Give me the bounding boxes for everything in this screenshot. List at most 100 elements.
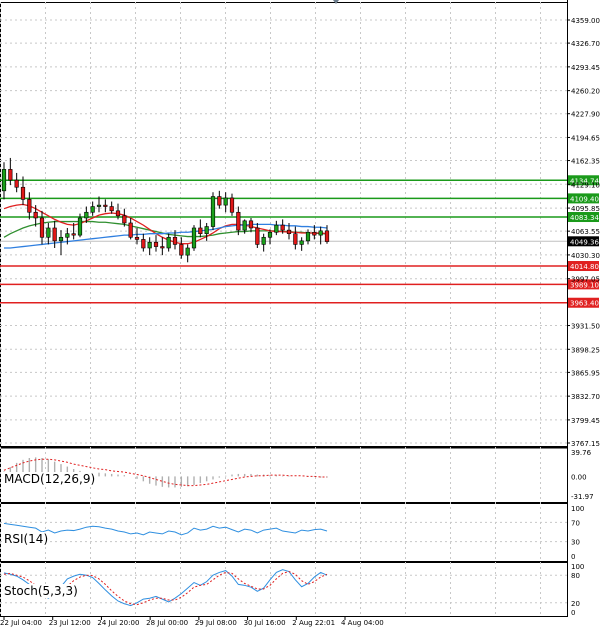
stoch-title: Stoch(5,3,3) <box>3 584 79 598</box>
time-tick-label: 4 Aug 04:00 <box>341 619 384 627</box>
rsi-tick-label: 0 <box>571 553 575 561</box>
candle-body[interactable] <box>147 241 152 249</box>
level-price-tag <box>568 175 599 186</box>
candle-body[interactable] <box>255 227 260 245</box>
price-tick-label: 4095.85 <box>571 205 600 213</box>
candle-body[interactable] <box>39 217 45 238</box>
time-tick-label: 30 Jul 16:00 <box>244 619 286 627</box>
candle-body[interactable] <box>198 227 203 234</box>
current-price-label: 4049.36 <box>570 238 599 246</box>
candle-body[interactable] <box>305 231 311 242</box>
candle-body[interactable] <box>84 211 89 219</box>
price-tick-label: 4260.20 <box>571 88 600 96</box>
candle-body[interactable] <box>122 215 127 224</box>
candle-body[interactable] <box>229 197 235 213</box>
moving-average-line <box>3 203 328 245</box>
stoch-tick-label: 100 <box>571 563 584 571</box>
macd-signal-line <box>3 458 327 487</box>
candle-body[interactable] <box>267 231 273 238</box>
candle-body[interactable] <box>312 231 317 236</box>
candle-body[interactable] <box>223 197 228 206</box>
level-price-label: 4083.34 <box>570 214 599 222</box>
price-tick-label: 3767.15 <box>571 440 600 448</box>
price-tick-label: 3898.25 <box>571 346 600 354</box>
candle-body[interactable] <box>172 236 178 245</box>
price-tick-label: 4227.90 <box>571 111 600 119</box>
price-tick-label: 4063.55 <box>571 228 600 236</box>
candle-body[interactable] <box>318 230 323 236</box>
candle-body[interactable] <box>210 196 216 227</box>
candle-body[interactable] <box>52 227 57 242</box>
candle-body[interactable] <box>90 206 95 213</box>
candle-body[interactable] <box>191 227 197 249</box>
candle-body[interactable] <box>166 236 171 249</box>
macd-tick-label: 39.76 <box>571 449 592 457</box>
candle-body[interactable] <box>299 240 304 245</box>
rsi-tick-label: 100 <box>571 505 584 513</box>
candle-body[interactable] <box>65 233 70 238</box>
candle-body[interactable] <box>293 233 298 245</box>
price-tick-label: 3997.05 <box>571 276 600 284</box>
candle-body[interactable] <box>261 236 266 245</box>
time-tick-label: 2 Aug 22:01 <box>292 619 335 627</box>
price-tick-label: 3832.70 <box>571 393 600 401</box>
candle-body[interactable] <box>217 196 222 206</box>
time-tick-label: 28 Jul 00:00 <box>146 619 188 627</box>
candle-body[interactable] <box>141 239 146 249</box>
candle-body[interactable] <box>185 247 190 256</box>
moving-average-line <box>4 223 328 249</box>
macd-tick-label: 0.00 <box>571 473 587 481</box>
stoch-tick-label: 80 <box>571 572 580 580</box>
price-tick-label: 4326.70 <box>571 40 600 48</box>
rsi-tick-label: 70 <box>571 519 580 527</box>
candle-body[interactable] <box>33 211 38 219</box>
candle-body[interactable] <box>204 226 209 234</box>
candle-body[interactable] <box>274 224 279 233</box>
candle-body[interactable] <box>14 179 19 188</box>
candle-body[interactable] <box>179 244 184 256</box>
candle-body[interactable] <box>20 186 26 200</box>
candle-body[interactable] <box>134 236 140 240</box>
candle-body[interactable] <box>8 169 13 181</box>
level-price-label: 4014.80 <box>570 263 599 271</box>
candle-body[interactable] <box>128 222 133 238</box>
level-price-label: 3963.40 <box>570 300 599 308</box>
candle-body[interactable] <box>46 227 51 238</box>
level-price-tag <box>568 193 599 204</box>
level-price-label: 4109.40 <box>570 195 599 203</box>
candle-body[interactable] <box>103 204 108 207</box>
candle-body[interactable] <box>1 169 7 192</box>
rsi-line <box>3 522 328 536</box>
price-tick-label: 3799.45 <box>571 417 600 425</box>
macd-title: MACD(12,26,9) <box>3 472 97 486</box>
candle-body[interactable] <box>160 246 165 249</box>
candle-body[interactable] <box>115 210 121 217</box>
level-price-tag <box>568 261 599 272</box>
current-price-tag <box>568 236 599 247</box>
candle-body[interactable] <box>58 236 64 242</box>
level-price-tag <box>568 297 599 308</box>
level-price-tag <box>568 212 599 223</box>
rsi-title: RSI(14) <box>3 532 50 546</box>
candle-body[interactable] <box>236 211 241 231</box>
price-tick-label: 4194.65 <box>571 134 600 142</box>
candle-body[interactable] <box>109 206 114 212</box>
rsi-tick-label: 30 <box>571 539 580 547</box>
candle-body[interactable] <box>248 220 254 229</box>
macd-tick-label: -31.97 <box>571 493 594 501</box>
candle-body[interactable] <box>324 230 330 242</box>
candle-body[interactable] <box>77 217 83 236</box>
candle-body[interactable] <box>280 224 285 231</box>
candle-body[interactable] <box>153 241 159 247</box>
candle-body[interactable] <box>96 204 102 207</box>
price-tick-label: 4293.45 <box>571 64 600 72</box>
candle-body[interactable] <box>27 199 32 213</box>
candle-body[interactable] <box>286 229 292 234</box>
stoch-tick-label: 20 <box>571 600 580 608</box>
price-tick-label: 3931.50 <box>571 323 600 331</box>
candle-body[interactable] <box>242 220 247 231</box>
time-tick-label: 29 Jul 08:00 <box>195 619 237 627</box>
candle-body[interactable] <box>71 233 76 236</box>
